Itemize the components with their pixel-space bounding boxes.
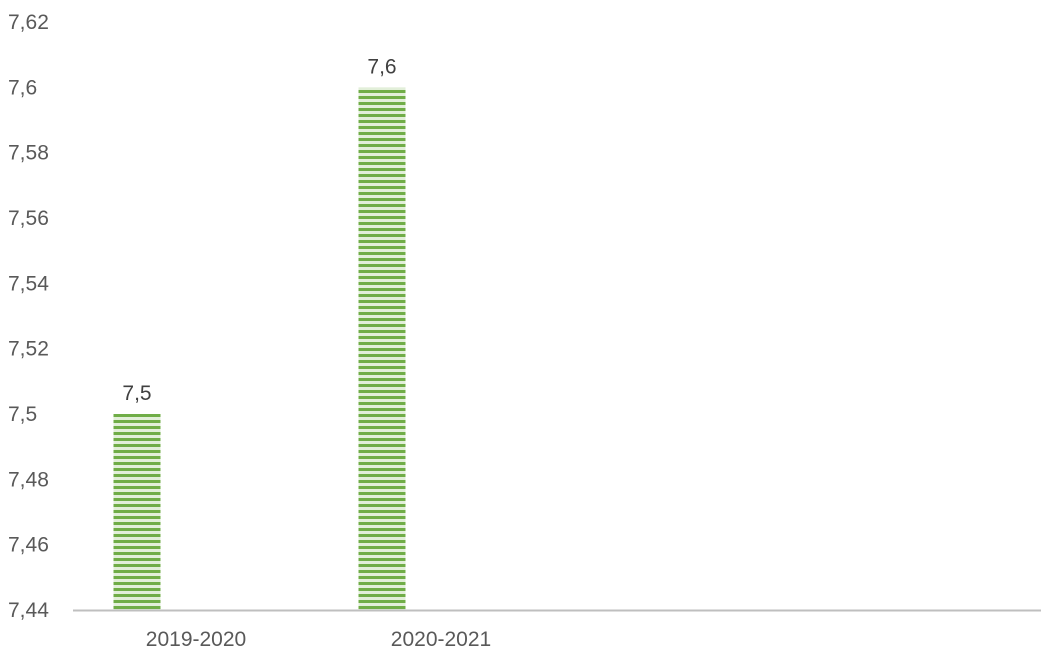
x-category-label: 2020-2021 (391, 628, 491, 650)
y-axis-tick-labels: 7,44 7,46 7,48 7,5 7,52 7,54 7,56 7,58 7,6 7,62 (8, 11, 49, 622)
bar-2019-2020 (113, 414, 161, 610)
y-tick-label: 7,46 (8, 534, 49, 557)
y-tick-label: 7,6 (8, 76, 37, 99)
x-category-label: 2019-2020 (146, 628, 246, 650)
x-axis-category-labels: 2019-2020 2020-2021 (146, 628, 491, 650)
y-tick-label: 7,58 (8, 142, 49, 165)
bars-group (113, 87, 406, 611)
bar-2020-2021 (358, 87, 406, 611)
data-labels-group: 7,5 7,6 (122, 55, 396, 405)
bar-value-label: 7,6 (367, 55, 396, 78)
y-tick-label: 7,54 (8, 272, 49, 295)
bar-value-label: 7,5 (122, 382, 151, 405)
y-tick-label: 7,48 (8, 468, 49, 491)
y-tick-label: 7,52 (8, 338, 49, 361)
y-tick-label: 7,44 (8, 599, 49, 622)
y-tick-label: 7,5 (8, 403, 37, 426)
y-tick-label: 7,56 (8, 207, 49, 230)
y-tick-label: 7,62 (8, 11, 49, 34)
